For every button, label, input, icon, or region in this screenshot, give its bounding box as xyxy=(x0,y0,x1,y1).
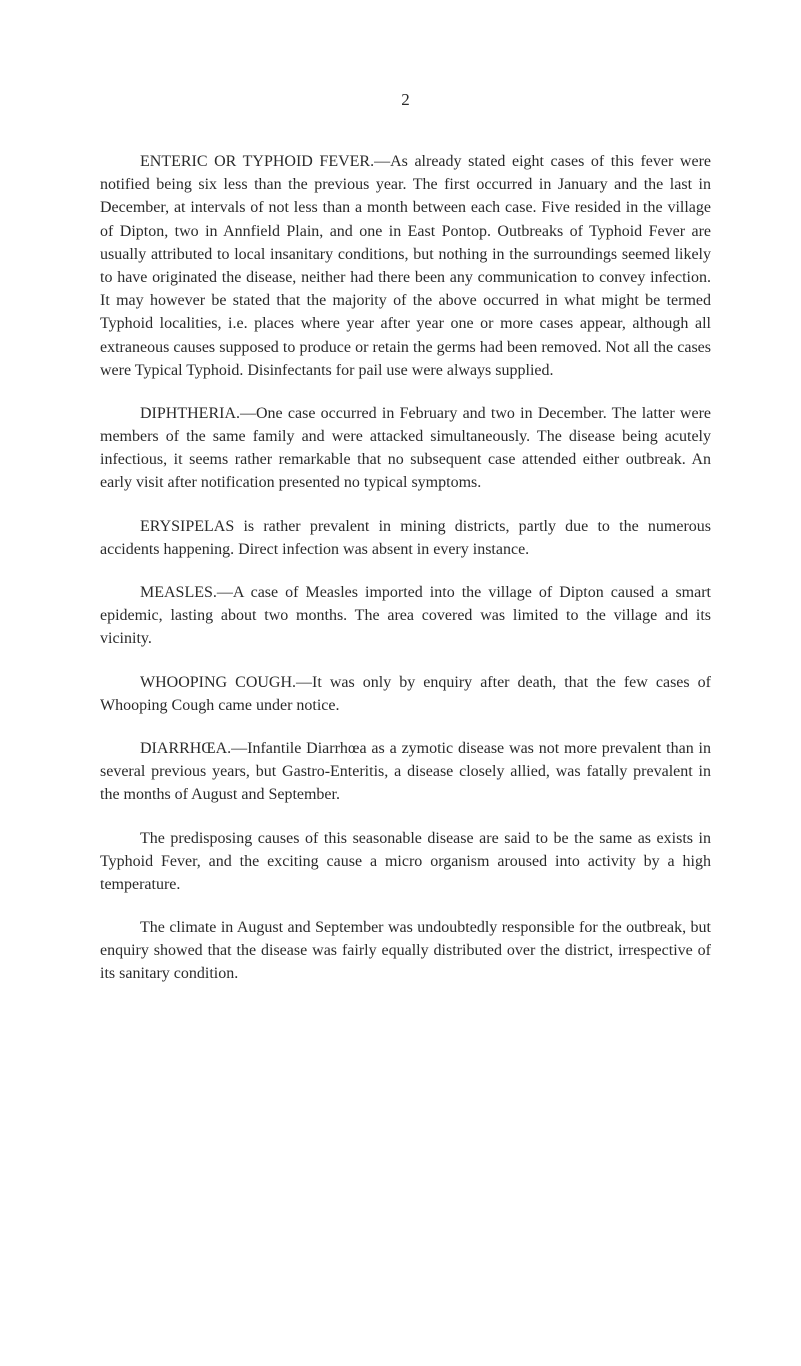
page-number: 2 xyxy=(100,90,711,110)
paragraph-erysipelas: ERYSIPELAS is rather prevalent in mining… xyxy=(100,515,711,561)
paragraph-measles: MEASLES.—A case of Measles imported into… xyxy=(100,581,711,651)
paragraph-diphtheria: DIPHTHERIA.—One case occurred in Februar… xyxy=(100,402,711,495)
paragraph-predisposing: The predisposing causes of this seasonab… xyxy=(100,827,711,897)
paragraph-whooping-cough: WHOOPING COUGH.—It was only by enquiry a… xyxy=(100,671,711,717)
paragraph-diarrhoea: DIARRHŒA.—Infantile Diarrhœa as a zymoti… xyxy=(100,737,711,807)
paragraph-climate: The climate in August and September was … xyxy=(100,916,711,986)
paragraph-enteric: ENTERIC OR TYPHOID FEVER.—As already sta… xyxy=(100,150,711,382)
